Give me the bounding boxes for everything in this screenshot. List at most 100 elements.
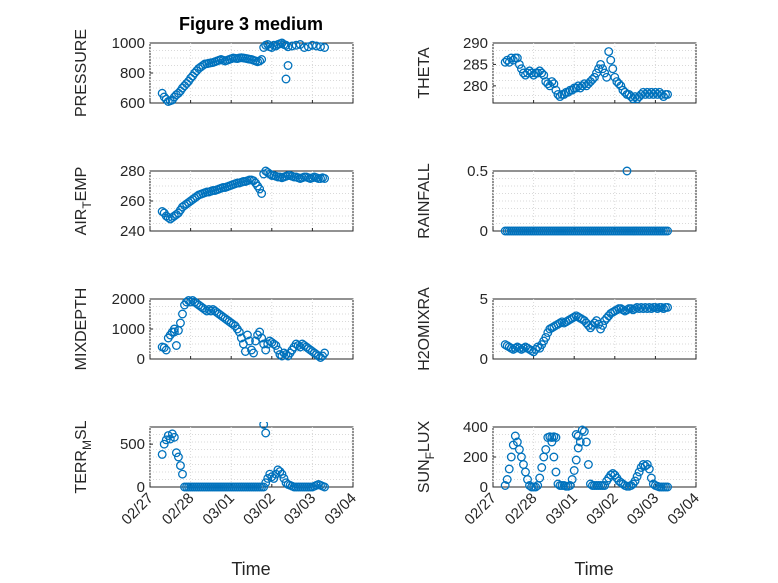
data-point [269, 473, 279, 483]
data-point [269, 339, 279, 349]
data-point [169, 432, 179, 442]
x-tick-label: 02/28 [159, 490, 198, 529]
series-points [157, 296, 330, 362]
data-point [551, 467, 561, 477]
data-point [527, 68, 537, 78]
data-point [173, 452, 183, 462]
data-point [161, 345, 171, 355]
data-point [255, 56, 265, 66]
data-point [255, 327, 265, 337]
data-point [622, 166, 632, 176]
data-point [598, 64, 608, 74]
y-tick-label: 0 [480, 351, 488, 368]
data-point [553, 479, 563, 489]
subplot-1: 280 285 290 THETA [416, 35, 697, 104]
subplot-2: 240 260 280 AIRTEMP [73, 163, 354, 240]
data-point [169, 327, 179, 337]
data-point [257, 55, 267, 64]
x-tick-label: 03/02 [240, 490, 279, 529]
y-tick-label: 400 [463, 419, 488, 436]
data-point [612, 305, 622, 315]
y-axis-label: PRESSURE [73, 29, 90, 117]
data-point [553, 89, 563, 99]
data-point [320, 43, 330, 52]
data-point [312, 41, 321, 51]
data-point [204, 305, 214, 314]
data-point [265, 169, 275, 179]
x-tick-label: 03/03 [281, 490, 320, 529]
data-point [161, 435, 171, 445]
data-point [271, 341, 281, 350]
data-point [159, 343, 169, 353]
data-point [557, 317, 567, 327]
y-tick-label: 0 [480, 479, 488, 496]
data-point [555, 318, 565, 328]
y-axis-label: RAINFALL [416, 163, 433, 239]
y-tick-label: 260 [120, 193, 145, 210]
data-point [261, 478, 271, 488]
y-tick-label: 5 [480, 291, 488, 308]
y-tick-label: 280 [463, 78, 488, 95]
x-axis-label-left: Time [231, 559, 270, 579]
y-axis-label: MIXDEPTH [73, 288, 90, 371]
data-point [630, 92, 640, 102]
data-point [663, 89, 673, 99]
data-point [320, 348, 330, 358]
data-point [573, 443, 583, 453]
data-point [516, 64, 526, 74]
data-point [565, 481, 575, 490]
data-point [642, 304, 652, 314]
data-point [299, 43, 309, 52]
y-tick-label: 200 [463, 449, 488, 466]
data-point [571, 430, 581, 439]
data-point [657, 89, 666, 99]
data-point [506, 53, 516, 63]
data-point [657, 302, 666, 312]
data-point [283, 42, 293, 52]
data-point [583, 320, 593, 330]
data-point [198, 61, 208, 70]
data-point [184, 296, 194, 305]
figure-title: Figure 3 medium [179, 14, 323, 34]
y-tick-label: 1000 [112, 35, 145, 52]
data-point [178, 309, 187, 319]
y-tick-label: 280 [120, 163, 145, 180]
data-point [175, 461, 185, 471]
y-tick-label: 0 [137, 351, 145, 368]
data-point [549, 452, 559, 462]
y-tick-label: 285 [463, 56, 488, 73]
series-points [157, 38, 330, 106]
data-point [659, 304, 668, 314]
data-point [610, 72, 620, 82]
data-point [567, 475, 577, 484]
data-point [257, 189, 267, 198]
data-point [537, 68, 547, 78]
data-point [616, 81, 626, 91]
data-point [571, 455, 581, 465]
data-point [157, 449, 167, 459]
data-point [606, 55, 616, 65]
data-point [175, 318, 185, 328]
y-axis-label: H2OMIXRA [416, 287, 433, 371]
data-point [594, 64, 604, 74]
data-point [549, 79, 559, 89]
data-point [533, 68, 543, 78]
data-point [275, 350, 285, 359]
data-point [512, 53, 522, 63]
data-point [171, 341, 181, 350]
data-point [279, 473, 289, 483]
data-point [598, 320, 608, 330]
series-points [500, 47, 673, 104]
y-tick-label: 0.5 [467, 163, 488, 180]
data-point [644, 302, 654, 312]
data-point [277, 469, 287, 479]
data-point [500, 481, 510, 490]
data-point [320, 482, 330, 492]
subplot-4: 0 1000 2000 MIXDEPTH [73, 288, 354, 371]
data-point [575, 437, 585, 447]
data-point [588, 74, 597, 84]
y-tick-label: 290 [463, 35, 488, 52]
data-point [165, 434, 175, 444]
data-point [535, 473, 545, 483]
data-point [261, 345, 271, 355]
